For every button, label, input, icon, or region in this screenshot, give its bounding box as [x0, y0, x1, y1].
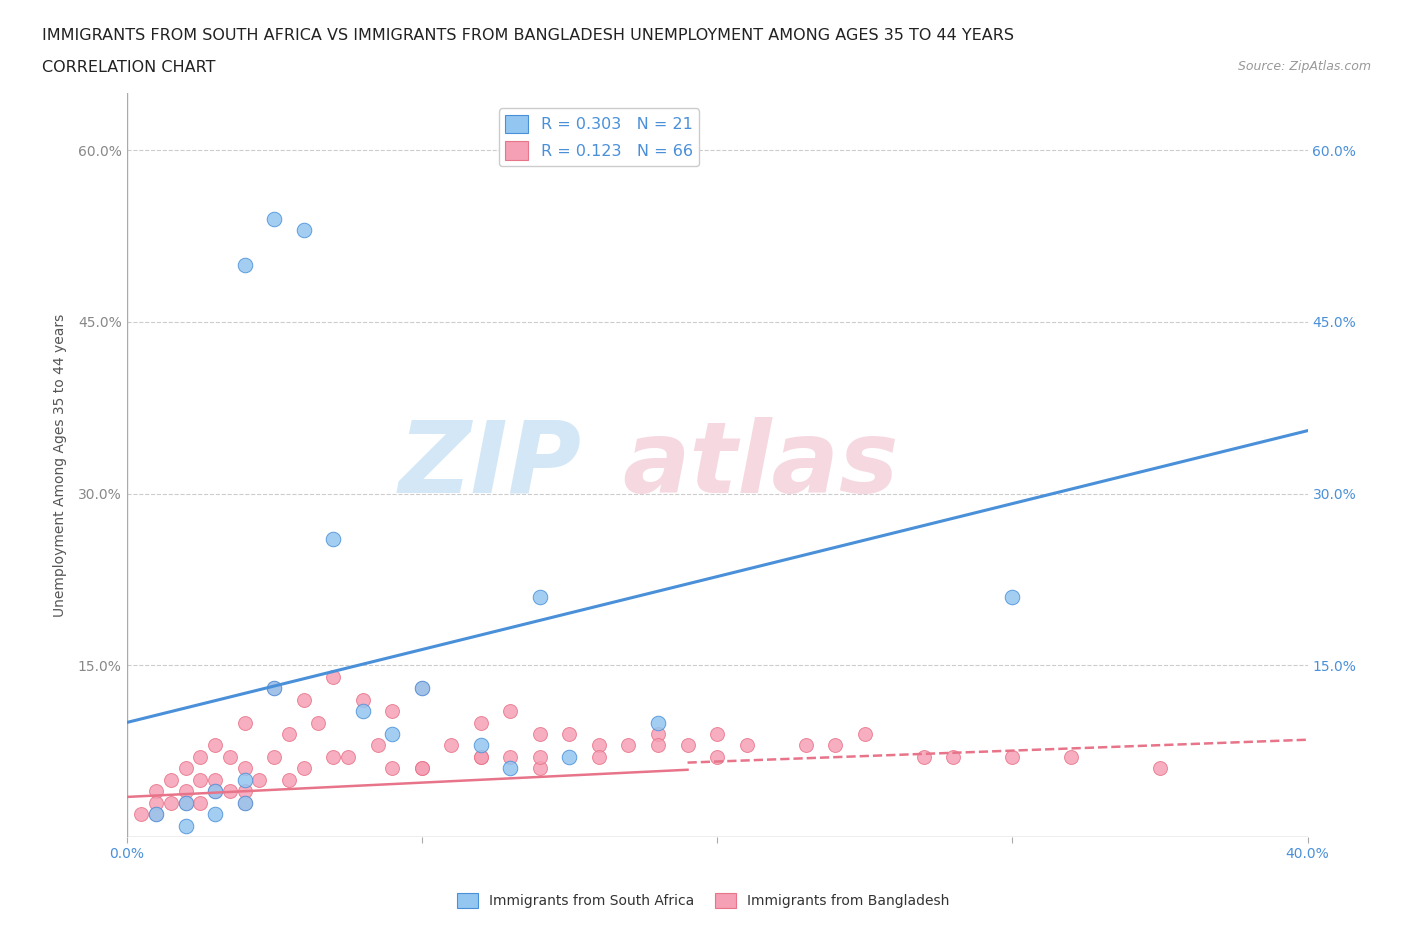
Point [1149, 761, 1171, 776]
Point [617, 738, 640, 753]
Point [233, 795, 256, 810]
Point [853, 726, 876, 741]
Point [529, 590, 551, 604]
Point [322, 750, 344, 764]
Point [188, 772, 211, 787]
Point [233, 784, 256, 799]
Point [470, 750, 492, 764]
Point [647, 738, 669, 753]
Point [263, 681, 285, 696]
Point [499, 704, 522, 719]
Point [174, 784, 197, 799]
Point [129, 806, 153, 821]
Point [174, 795, 197, 810]
Text: ZIP: ZIP [398, 417, 581, 513]
Point [366, 738, 388, 753]
Point [381, 726, 404, 741]
Point [529, 726, 551, 741]
Point [470, 738, 492, 753]
Point [411, 761, 433, 776]
Point [278, 772, 301, 787]
Point [529, 761, 551, 776]
Point [558, 750, 581, 764]
Point [411, 761, 433, 776]
Point [204, 738, 226, 753]
Point [233, 761, 256, 776]
Text: Source: ZipAtlas.com: Source: ZipAtlas.com [1237, 60, 1371, 73]
Point [145, 806, 167, 821]
Point [470, 715, 492, 730]
Point [706, 726, 728, 741]
Point [233, 772, 256, 787]
Point [219, 750, 242, 764]
Point [735, 738, 758, 753]
Point [233, 715, 256, 730]
Point [263, 750, 285, 764]
Point [188, 795, 211, 810]
Point [145, 806, 167, 821]
Point [145, 784, 167, 799]
Point [440, 738, 463, 753]
Point [381, 704, 404, 719]
Point [706, 750, 728, 764]
Point [292, 223, 315, 238]
Point [219, 784, 242, 799]
Point [263, 681, 285, 696]
Point [233, 795, 256, 810]
Point [352, 704, 374, 719]
Point [411, 681, 433, 696]
Point [307, 715, 329, 730]
Text: IMMIGRANTS FROM SOUTH AFRICA VS IMMIGRANTS FROM BANGLADESH UNEMPLOYMENT AMONG AG: IMMIGRANTS FROM SOUTH AFRICA VS IMMIGRAN… [42, 28, 1014, 43]
Legend: Immigrants from South Africa, Immigrants from Bangladesh: Immigrants from South Africa, Immigrants… [451, 888, 955, 914]
Point [159, 795, 183, 810]
Point [470, 750, 492, 764]
Point [278, 726, 301, 741]
Point [1060, 750, 1083, 764]
Point [263, 211, 285, 226]
Point [912, 750, 935, 764]
Point [204, 806, 226, 821]
Point [1001, 750, 1024, 764]
Y-axis label: Unemployment Among Ages 35 to 44 years: Unemployment Among Ages 35 to 44 years [52, 313, 66, 617]
Point [159, 772, 183, 787]
Legend: R = 0.303   N = 21, R = 0.123   N = 66: R = 0.303 N = 21, R = 0.123 N = 66 [499, 109, 699, 166]
Point [174, 818, 197, 833]
Point [204, 784, 226, 799]
Point [145, 795, 167, 810]
Point [174, 761, 197, 776]
Point [174, 795, 197, 810]
Point [558, 726, 581, 741]
Point [337, 750, 360, 764]
Point [647, 726, 669, 741]
Point [292, 761, 315, 776]
Point [794, 738, 817, 753]
Point [204, 784, 226, 799]
Point [499, 750, 522, 764]
Point [322, 670, 344, 684]
Point [676, 738, 699, 753]
Point [824, 738, 846, 753]
Point [381, 761, 404, 776]
Point [1001, 590, 1024, 604]
Point [188, 750, 211, 764]
Point [204, 772, 226, 787]
Text: CORRELATION CHART: CORRELATION CHART [42, 60, 215, 75]
Point [322, 532, 344, 547]
Point [588, 738, 610, 753]
Point [499, 761, 522, 776]
Point [233, 258, 256, 272]
Point [588, 750, 610, 764]
Point [247, 772, 270, 787]
Text: atlas: atlas [623, 417, 898, 513]
Point [411, 681, 433, 696]
Point [529, 750, 551, 764]
Point [352, 692, 374, 707]
Point [647, 715, 669, 730]
Point [942, 750, 965, 764]
Point [292, 692, 315, 707]
